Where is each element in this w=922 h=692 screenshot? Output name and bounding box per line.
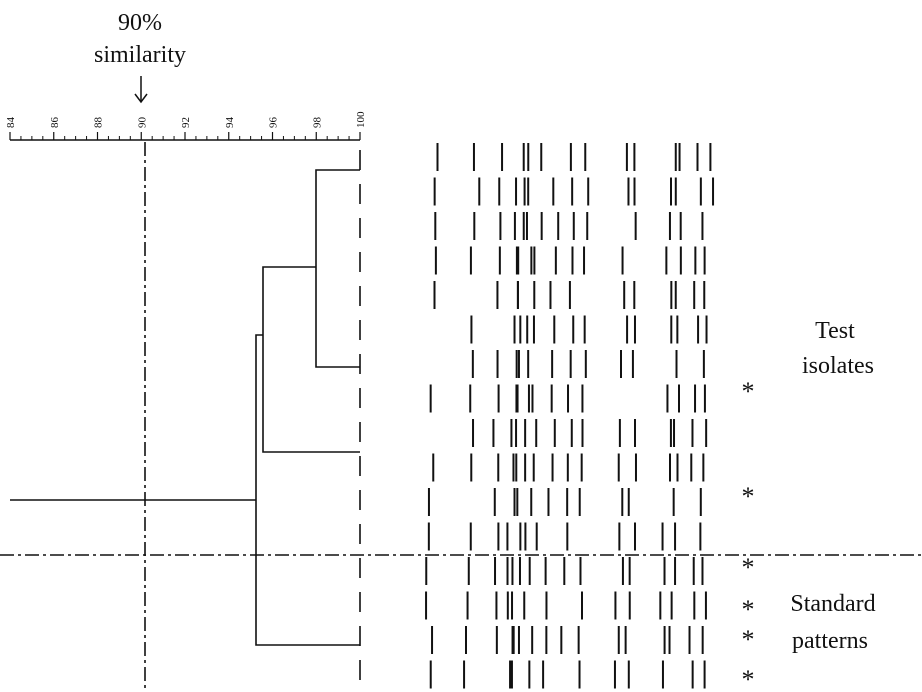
- tick-label: 86: [49, 117, 61, 129]
- group-label: Test: [815, 318, 855, 344]
- tick-label: 88: [93, 117, 105, 129]
- marker: *: [742, 665, 755, 692]
- tick-label: 100: [355, 111, 367, 128]
- tick-label: 96: [268, 117, 280, 129]
- group-label: patterns: [792, 628, 868, 654]
- band-patterns: [426, 143, 713, 689]
- header-line: similarity: [94, 42, 186, 68]
- marker: *: [742, 595, 755, 624]
- group-label: Standard: [790, 591, 875, 617]
- tick-label: 92: [180, 117, 192, 128]
- group-label: isolates: [802, 353, 874, 379]
- arrow: [135, 76, 147, 102]
- marker: *: [742, 377, 755, 406]
- dendrogram: [0, 142, 922, 692]
- tick-label: 84: [5, 117, 17, 129]
- marker: *: [742, 625, 755, 654]
- tick-label: 94: [224, 117, 236, 129]
- marker: *: [742, 553, 755, 582]
- tick-label: 90: [136, 117, 148, 129]
- tick-label: 98: [311, 117, 323, 129]
- diagram: 90% similarity Test isolates Standard pa…: [0, 0, 922, 692]
- header-line: 90%: [118, 10, 162, 36]
- marker: *: [742, 482, 755, 511]
